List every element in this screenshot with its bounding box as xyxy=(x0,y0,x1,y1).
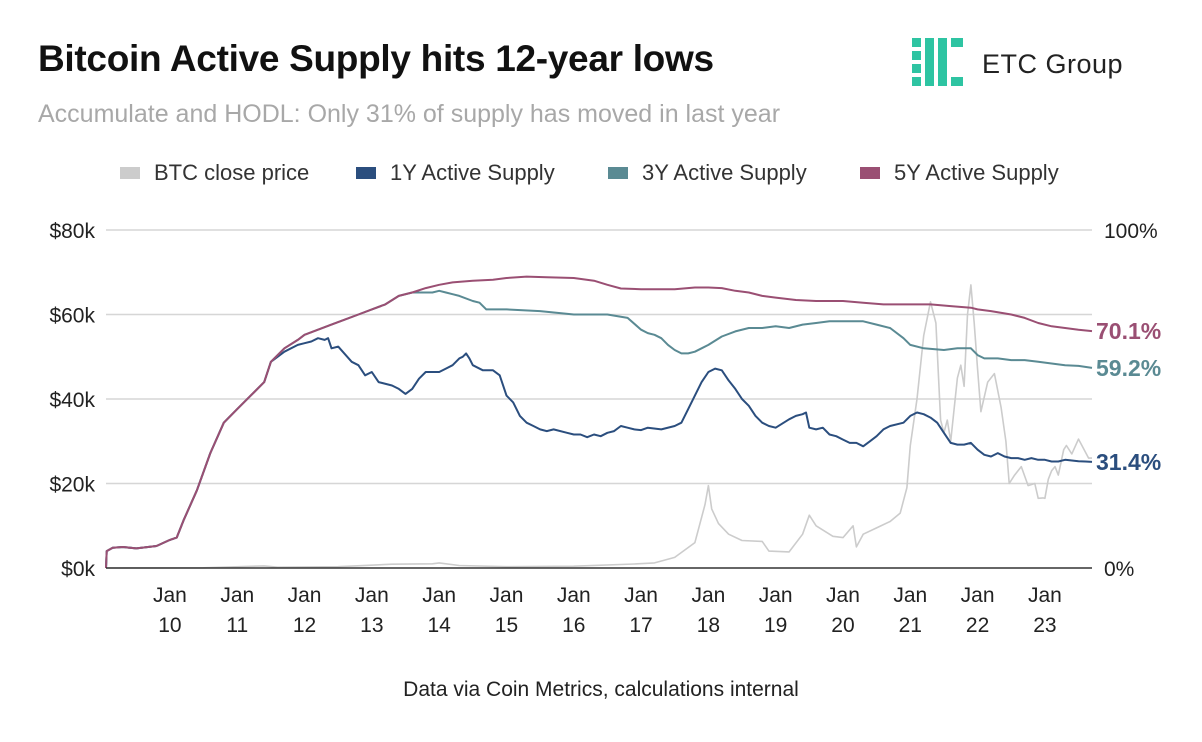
x-tick-label: Jan xyxy=(557,584,591,607)
chart-title: Bitcoin Active Supply hits 12-year lows xyxy=(38,38,714,79)
x-tick-label: Jan xyxy=(826,584,860,607)
x-tick-label: 17 xyxy=(629,614,652,637)
x-tick-label: Jan xyxy=(490,584,524,607)
y-left-tick-label: $40k xyxy=(49,389,95,412)
x-tick-label: 10 xyxy=(158,614,181,637)
x-tick-label: Jan xyxy=(153,584,187,607)
x-tick-label: 15 xyxy=(495,614,518,637)
end-label-1y-active-supply: 31.4% xyxy=(1096,449,1161,475)
legend-label-btc-price: BTC close price xyxy=(154,160,310,185)
etc-group-logo: ETC Group xyxy=(910,36,1170,90)
x-tick-label: Jan xyxy=(220,584,254,607)
legend-item-5y: 5Y Active Supply xyxy=(860,160,1059,186)
x-tick-label: 16 xyxy=(562,614,585,637)
y-left-tick-label: $60k xyxy=(49,305,95,328)
series-line-btc-close-price xyxy=(105,284,1092,569)
legend-item-3y: 3Y Active Supply xyxy=(608,160,807,186)
x-tick-label: 19 xyxy=(764,614,787,637)
x-tick-label: Jan xyxy=(422,584,456,607)
x-tick-label: 20 xyxy=(831,614,854,637)
legend-label-3y: 3Y Active Supply xyxy=(642,160,807,185)
series-line-5y-active-supply xyxy=(105,275,1093,569)
x-tick-label: Jan xyxy=(624,584,658,607)
y-right-tick-label: 100% xyxy=(1104,220,1158,243)
x-tick-label: Jan xyxy=(893,584,927,607)
x-tick-label: 14 xyxy=(427,614,451,637)
x-tick-label: 21 xyxy=(899,614,922,637)
legend-swatch-btc-price xyxy=(120,167,140,179)
x-tick-label: Jan xyxy=(1028,584,1062,607)
chart-subtitle: Accumulate and HODL: Only 31% of supply … xyxy=(38,100,781,128)
series-line-1y-active-supply xyxy=(105,337,1093,569)
legend: BTC close price 1Y Active Supply 3Y Acti… xyxy=(0,160,1202,190)
x-tick-label: Jan xyxy=(288,584,322,607)
x-tick-label: Jan xyxy=(355,584,389,607)
legend-swatch-5y xyxy=(860,167,880,179)
x-tick-label: 12 xyxy=(293,614,316,637)
x-tick-label: 18 xyxy=(697,614,720,637)
legend-swatch-3y xyxy=(608,167,628,179)
x-tick-label: 11 xyxy=(226,614,248,637)
legend-swatch-1y xyxy=(356,167,376,179)
y-right-tick-label: 0% xyxy=(1104,558,1134,581)
y-left-tick-label: $80k xyxy=(49,220,95,243)
x-tick-label: 22 xyxy=(966,614,989,637)
x-tick-label: 23 xyxy=(1033,614,1056,637)
legend-label-1y: 1Y Active Supply xyxy=(390,160,555,185)
x-tick-label: Jan xyxy=(759,584,793,607)
source-note: Data via Coin Metrics, calculations inte… xyxy=(403,678,799,701)
x-tick-label: Jan xyxy=(691,584,725,607)
y-left-tick-label: $0k xyxy=(61,558,95,581)
y-left-tick-label: $20k xyxy=(49,474,95,497)
x-tick-label: 13 xyxy=(360,614,383,637)
legend-item-1y: 1Y Active Supply xyxy=(356,160,555,186)
legend-item-btc-price: BTC close price xyxy=(120,160,309,186)
logo-text: ETC Group xyxy=(982,49,1124,79)
legend-label-5y: 5Y Active Supply xyxy=(894,160,1059,185)
end-label-3y-active-supply: 59.2% xyxy=(1096,355,1161,381)
x-tick-label: Jan xyxy=(961,584,995,607)
etc-logo-icon xyxy=(912,38,963,86)
end-label-5y-active-supply: 70.1% xyxy=(1096,318,1161,344)
